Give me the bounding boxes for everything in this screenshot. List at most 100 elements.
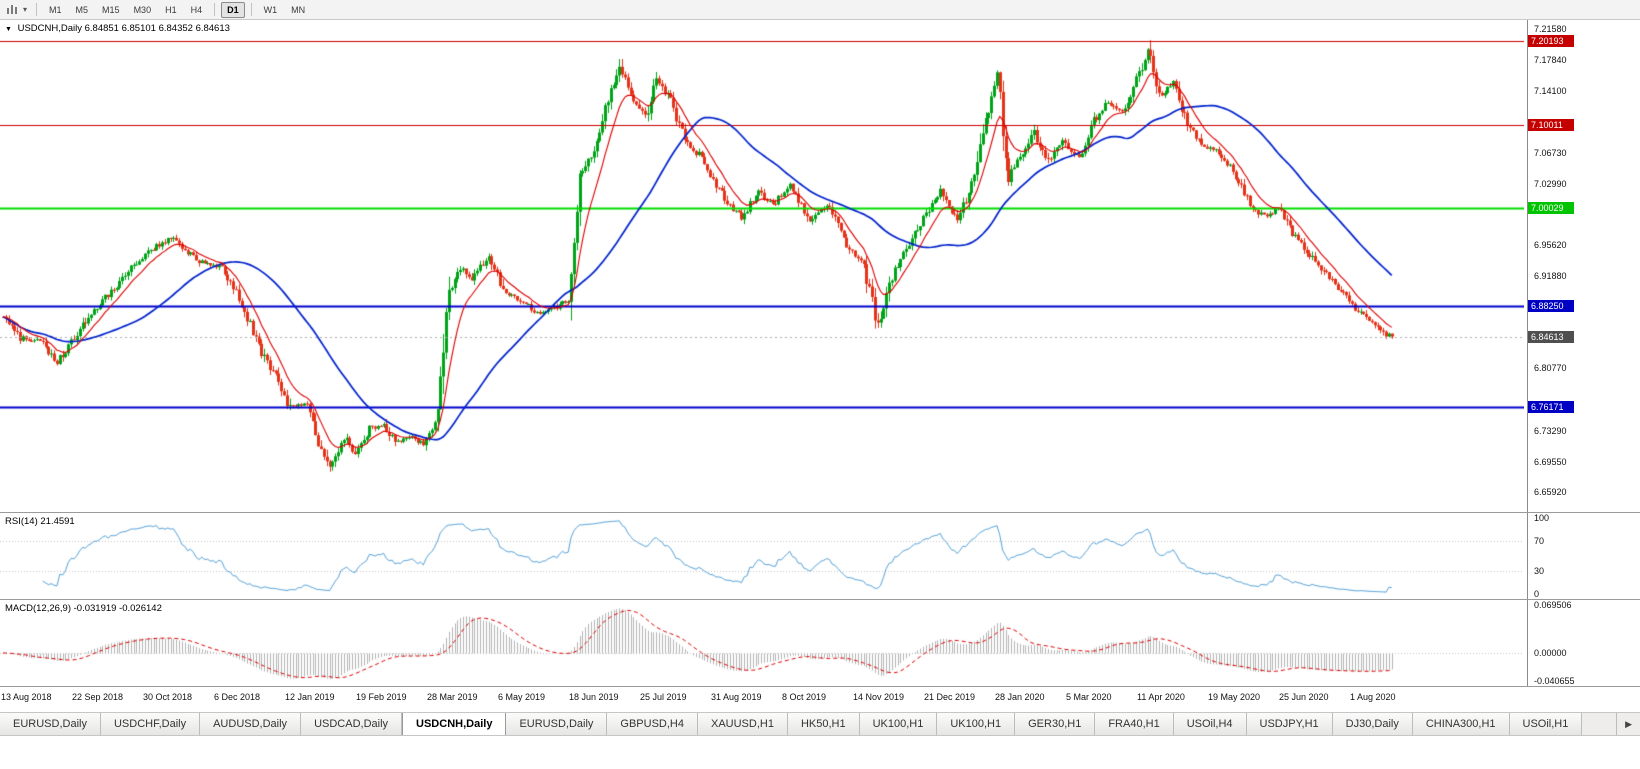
time-axis-label: 18 Jun 2019 bbox=[569, 692, 619, 702]
macd-values: -0.031919 -0.026142 bbox=[73, 603, 162, 614]
time-axis-label: 6 Dec 2018 bbox=[214, 692, 261, 702]
price-scale-tick: 6.65920 bbox=[1534, 486, 1567, 497]
bottom-spacer bbox=[0, 738, 1640, 769]
price-scale-tick: 7.02990 bbox=[1534, 178, 1567, 189]
price-scale-tick: 6.95620 bbox=[1534, 240, 1567, 251]
chart-tab-bar: EURUSD,Daily USDCHF,Daily AUDUSD,Daily USDC… bbox=[0, 712, 1640, 736]
macd-pane: MACD(12,26,9) -0.031919 -0.026142 bbox=[0, 600, 1526, 686]
chart-tab-gbpusd-h4[interactable]: GBPUSD,H4 bbox=[607, 713, 698, 735]
price-scale-tick: 7.17840 bbox=[1534, 55, 1567, 66]
chart-ohlc-values: 6.84851 6.85101 6.84352 6.84613 bbox=[84, 23, 230, 34]
time-axis-label: 28 Jan 2020 bbox=[995, 692, 1045, 702]
chart-tab-usdjpy-h1[interactable]: USDJPY,H1 bbox=[1246, 713, 1333, 735]
timeframe-button-w1[interactable]: W1 bbox=[263, 4, 278, 15]
pane-separator[interactable] bbox=[0, 599, 1640, 600]
chart-tab-uk100-h1[interactable]: UK100,H1 bbox=[859, 713, 938, 735]
price-scale-tick: -0.040655 bbox=[1534, 676, 1575, 686]
time-axis-label: 5 Mar 2020 bbox=[1066, 692, 1112, 702]
time-axis-label: 8 Oct 2019 bbox=[782, 692, 827, 702]
timeframe-button-m15[interactable]: M15 bbox=[102, 4, 120, 15]
chart-tab-uk100-h1[interactable]: UK100,H1 bbox=[937, 713, 1016, 735]
time-axis-label: 1 Aug 2020 bbox=[1350, 692, 1396, 702]
timeframe-buttons: M1 M5 M15 M30 H1 H4 D1 W1 MN bbox=[42, 1, 312, 18]
time-axis-label: 6 May 2019 bbox=[498, 692, 546, 702]
chart-tab-usoil-h4[interactable]: USOil,H4 bbox=[1173, 713, 1247, 735]
price-level-badge: 7.20193 bbox=[1528, 34, 1574, 47]
macd-header: MACD(12,26,9) -0.031919 -0.026142 bbox=[5, 603, 162, 614]
timeframe-button-h1[interactable]: H1 bbox=[165, 4, 177, 15]
time-axis-label: 19 Feb 2019 bbox=[356, 692, 407, 702]
price-scale-tick: 6.69550 bbox=[1534, 456, 1567, 467]
chart-tab-hk50-h1[interactable]: HK50,H1 bbox=[787, 713, 860, 735]
chart-tab-ger30-h1[interactable]: GER30,H1 bbox=[1015, 713, 1096, 735]
macd-chart-canvas[interactable] bbox=[0, 600, 1524, 686]
bar-chart-icon[interactable] bbox=[4, 2, 21, 18]
chart-tab-usdcad-daily[interactable]: USDCAD,Daily bbox=[301, 713, 403, 735]
chart-tab-eurusd-daily[interactable]: EURUSD,Daily bbox=[0, 713, 101, 735]
timeframe-button-d1[interactable]: D1 bbox=[221, 1, 245, 18]
chart-tab-xauusd-h1[interactable]: XAUUSD,H1 bbox=[697, 713, 788, 735]
price-scale-tick: 6.80770 bbox=[1534, 363, 1567, 374]
price-scale-tick: 6.73290 bbox=[1534, 425, 1567, 436]
rsi-header: RSI(14) 21.4591 bbox=[5, 516, 75, 527]
price-scale-tick: 30 bbox=[1534, 566, 1545, 577]
price-scale-tick: 0 bbox=[1534, 589, 1540, 599]
price-level-badge: 7.10011 bbox=[1528, 119, 1574, 132]
chart-tab-fra40-h1[interactable]: FRA40,H1 bbox=[1095, 713, 1174, 735]
price-scale[interactable]: 7.21580 7.17840 7.14100 7.06730 7.02990 6.956… bbox=[1527, 20, 1640, 687]
timeframe-button-m1[interactable]: M1 bbox=[49, 4, 62, 15]
price-pane: ▼ USDCNH,Daily 6.84851 6.85101 6.84352 6… bbox=[0, 20, 1526, 512]
time-axis-label: 13 Aug 2018 bbox=[1, 692, 52, 702]
price-level-badge: 6.84613 bbox=[1528, 330, 1574, 343]
price-scale-tick: 7.06730 bbox=[1534, 147, 1567, 158]
time-axis-label: 12 Jan 2019 bbox=[285, 692, 335, 702]
chart-window: ▼ USDCNH,Daily 6.84851 6.85101 6.84352 6… bbox=[0, 20, 1640, 712]
time-axis-label: 30 Oct 2018 bbox=[143, 692, 193, 702]
price-scale-tick: 70 bbox=[1534, 535, 1545, 546]
toolbar-separator bbox=[214, 3, 216, 16]
chart-tab-eurusd-daily[interactable]: EURUSD,Daily bbox=[506, 713, 608, 735]
price-level-badge: 6.76171 bbox=[1528, 400, 1574, 413]
timeframe-button-m5[interactable]: M5 bbox=[75, 4, 89, 15]
price-scale-tick: 7.14100 bbox=[1534, 86, 1567, 97]
rsi-chart-canvas[interactable] bbox=[0, 513, 1524, 599]
price-scale-tick: 7.21580 bbox=[1534, 24, 1567, 35]
time-axis-label: 28 Mar 2019 bbox=[427, 692, 478, 702]
chart-tab-audusd-daily[interactable]: AUDUSD,Daily bbox=[200, 713, 302, 735]
chart-tab-dj30-daily[interactable]: DJ30,Daily bbox=[1332, 713, 1413, 735]
chart-symbol-label: USDCNH,Daily bbox=[17, 23, 82, 34]
price-scale-tick: 100 bbox=[1534, 513, 1550, 523]
time-axis-label: 25 Jun 2020 bbox=[1279, 692, 1329, 702]
tab-scroll-right-button[interactable]: ▶ bbox=[1616, 713, 1640, 735]
timeframe-toolbar: ▾ M1 M5 M15 M30 H1 H4 D1 W1 MN bbox=[0, 0, 1640, 20]
time-axis-label: 11 Apr 2020 bbox=[1137, 692, 1185, 702]
chart-tab-usdchf-daily[interactable]: USDCHF,Daily bbox=[100, 713, 201, 735]
timeframe-button-h4[interactable]: H4 bbox=[190, 4, 203, 15]
rsi-pane: RSI(14) 21.4591 bbox=[0, 513, 1526, 599]
time-axis-label: 31 Aug 2019 bbox=[711, 692, 762, 702]
chart-tab-china300-h1[interactable]: CHINA300,H1 bbox=[1412, 713, 1510, 735]
macd-label: MACD(12,26,9) bbox=[5, 603, 71, 614]
price-scale-tick: 6.91880 bbox=[1534, 271, 1567, 282]
time-axis[interactable]: 13 Aug 2018 22 Sep 2018 30 Oct 2018 6 Dec 2… bbox=[0, 687, 1640, 712]
time-axis-label: 25 Jul 2019 bbox=[640, 692, 687, 702]
timeframe-button-mn[interactable]: MN bbox=[291, 4, 306, 15]
chart-tab-usoil-h1[interactable]: USOil,H1 bbox=[1509, 713, 1583, 735]
pane-separator[interactable] bbox=[0, 512, 1640, 513]
pane-separator[interactable] bbox=[0, 686, 1640, 687]
rsi-label: RSI(14) bbox=[5, 516, 38, 527]
chevron-down-icon[interactable]: ▾ bbox=[23, 5, 28, 14]
collapse-triangle-icon[interactable]: ▼ bbox=[5, 26, 12, 33]
price-scale-tick: 0.069506 bbox=[1534, 600, 1572, 610]
price-chart-canvas[interactable] bbox=[0, 20, 1524, 512]
rsi-value: 21.4591 bbox=[40, 516, 75, 527]
time-axis-label: 21 Dec 2019 bbox=[924, 692, 976, 702]
price-level-badge: 6.88250 bbox=[1528, 300, 1574, 313]
time-axis-label: 22 Sep 2018 bbox=[72, 692, 124, 702]
toolbar-separator bbox=[36, 3, 38, 16]
time-axis-label: 19 May 2020 bbox=[1208, 692, 1261, 702]
timeframe-button-m30[interactable]: M30 bbox=[133, 4, 152, 15]
chart-tab-usdcnh-daily[interactable]: USDCNH,Daily bbox=[402, 713, 507, 735]
chart-title: ▼ USDCNH,Daily 6.84851 6.85101 6.84352 6… bbox=[5, 23, 230, 34]
